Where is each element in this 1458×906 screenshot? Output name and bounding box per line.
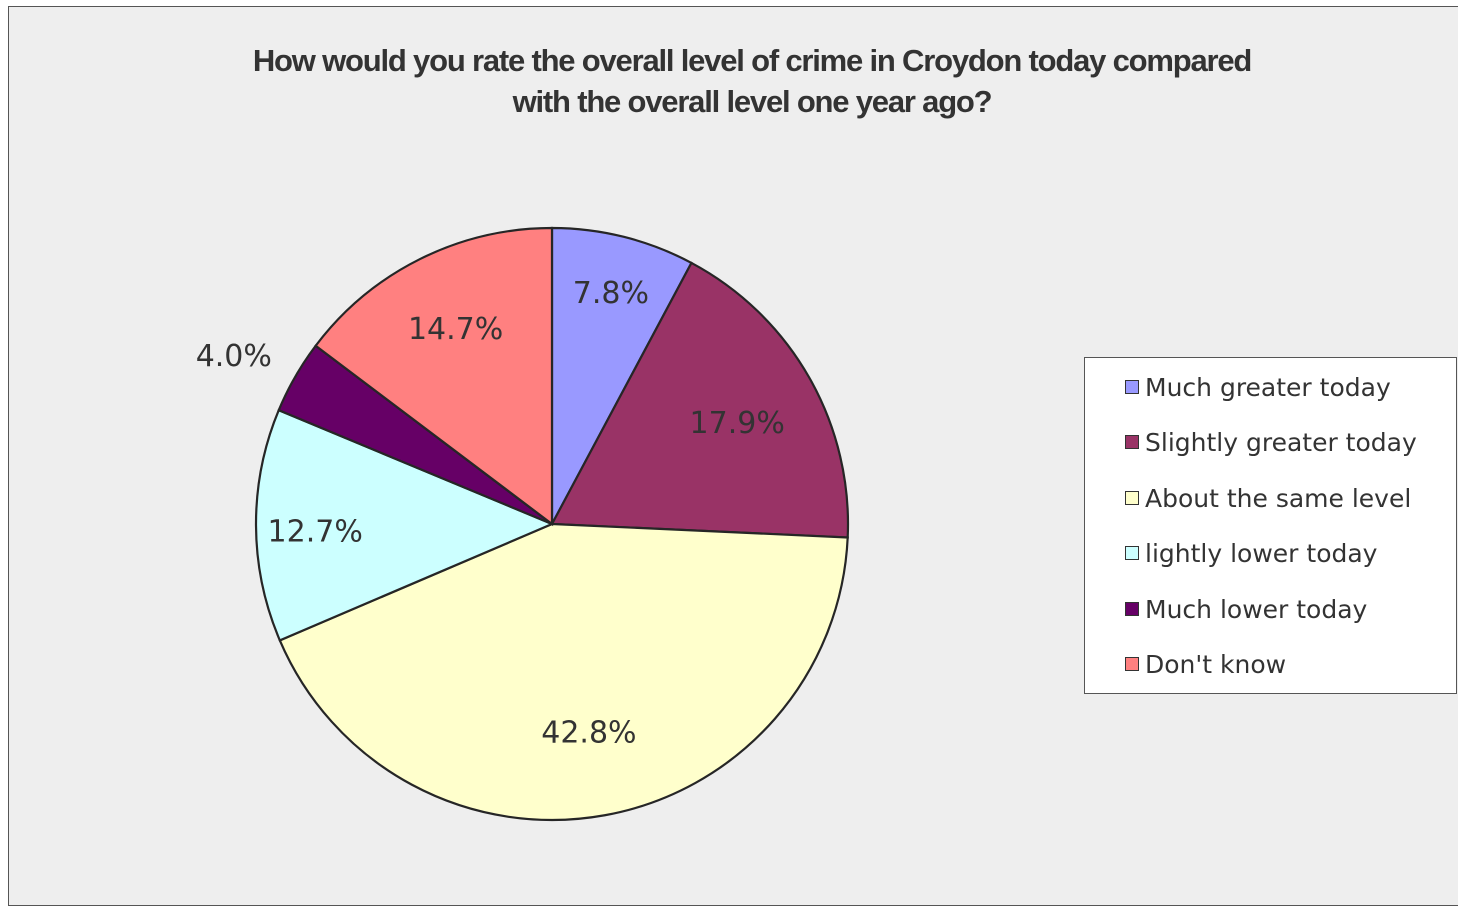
legend-label: Slightly greater today <box>1145 427 1417 457</box>
legend-swatch <box>1125 435 1139 449</box>
legend-swatch <box>1125 491 1139 505</box>
legend: Much greater today Slightly greater toda… <box>1084 357 1457 694</box>
chart-title-line-2: with the overall level one year ago? <box>512 84 993 119</box>
pie-slice-3 <box>278 522 849 822</box>
data-label-4: 12.7% <box>268 515 363 550</box>
legend-label: Don't know <box>1145 649 1287 679</box>
data-label-2: 17.9% <box>690 406 785 441</box>
legend-label: About the same level <box>1145 483 1412 513</box>
legend-item-same-level: About the same level <box>1125 480 1411 516</box>
data-label-3: 42.8% <box>541 715 636 750</box>
pie-slice-6 <box>314 226 554 527</box>
legend-label: Much greater today <box>1145 372 1391 402</box>
legend-label: lightly lower today <box>1145 538 1378 568</box>
pie-slice-1 <box>550 226 693 525</box>
data-label-5: 4.0% <box>196 339 272 374</box>
legend-swatch <box>1125 380 1139 394</box>
legend-label: Much lower today <box>1145 594 1368 624</box>
legend-swatch <box>1125 602 1139 616</box>
legend-swatch <box>1125 546 1139 560</box>
legend-item-much-greater: Much greater today <box>1125 369 1391 405</box>
data-label-1: 7.8% <box>573 276 649 311</box>
data-label-6: 14.7% <box>408 312 503 347</box>
legend-item-lightly-lower: lightly lower today <box>1125 535 1377 571</box>
chart-title-line-1: How would you rate the overall level of … <box>252 43 1253 78</box>
legend-item-much-lower: Much lower today <box>1125 591 1367 627</box>
legend-swatch <box>1125 657 1139 671</box>
pie-slice-4 <box>254 408 555 642</box>
chart-title: How would you rate the overall level of … <box>0 40 1458 122</box>
legend-item-slightly-greater: Slightly greater today <box>1125 424 1417 460</box>
legend-item-dont-know: Don't know <box>1125 646 1286 682</box>
pie-slice-2 <box>550 261 850 539</box>
